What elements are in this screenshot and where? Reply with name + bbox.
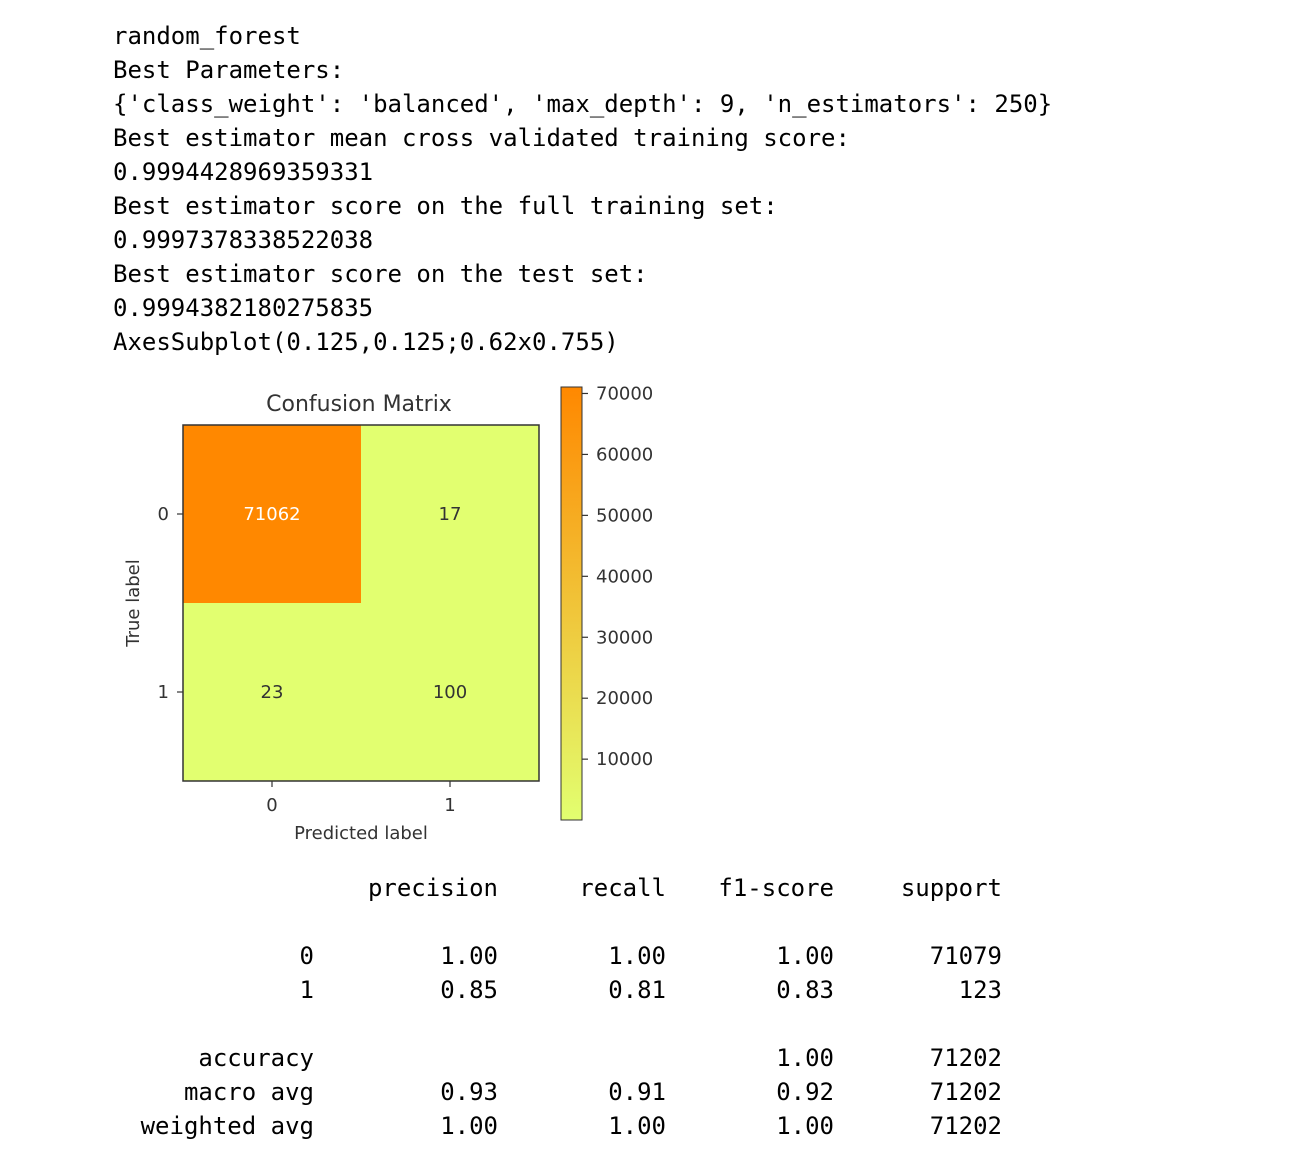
header-support: support — [900, 874, 1002, 902]
cell-support: 71202 — [929, 1078, 1002, 1106]
heatmap-cell-0-0 — [183, 425, 361, 603]
best-parameters-heading: Best Parameters: — [113, 56, 345, 84]
row-label: macro avg — [183, 1078, 314, 1106]
cell-precision: 1.00 — [440, 942, 498, 970]
y-axis-ticks: 01 — [158, 504, 183, 703]
cell-recall: 1.00 — [608, 1112, 666, 1140]
heatmap-cells — [183, 425, 539, 781]
colorbar-tick-label-6: 70000 — [596, 383, 653, 404]
test-score-value: 0.9994382180275835 — [113, 294, 374, 322]
cell-precision: 0.93 — [440, 1078, 498, 1106]
cell-support: 71202 — [929, 1044, 1002, 1072]
cell-value-label-0-1: 17 — [439, 504, 462, 525]
colorbar-tick-label-1: 20000 — [596, 688, 653, 709]
model-name-line: random_forest — [113, 22, 301, 50]
train-score-value: 0.9997378338522038 — [113, 226, 374, 254]
y-axis-label: True label — [123, 559, 144, 648]
colorbar-tick-label-4: 50000 — [596, 505, 653, 526]
cell-f1-score: 1.00 — [776, 1044, 834, 1072]
plot-frame — [182, 424, 540, 782]
colorbar-tick-label-5: 60000 — [596, 444, 653, 465]
cell-precision — [347, 1041, 498, 1075]
cell-precision: 1.00 — [440, 1112, 498, 1140]
y-tick-label-1: 1 — [158, 682, 169, 703]
cell-recall: 1.00 — [608, 942, 666, 970]
cell-precision: 0.85 — [440, 976, 498, 1004]
cell-value-label-1-1: 100 — [433, 682, 467, 703]
row-label: weighted avg — [140, 1112, 314, 1140]
cell-support: 123 — [958, 976, 1002, 1004]
cell-recall: 0.81 — [608, 976, 666, 1004]
x-tick-label-0: 0 — [266, 795, 277, 816]
colorbar-tick-label-0: 10000 — [596, 749, 653, 770]
row-label: accuracy — [198, 1044, 314, 1072]
cell-value-label-0-0: 71062 — [243, 504, 300, 525]
heatmap-cell-1-0 — [183, 603, 361, 781]
cell-recall — [515, 1041, 666, 1075]
train-score-heading: Best estimator score on the full trainin… — [113, 192, 778, 220]
header-precision: precision — [367, 874, 498, 902]
colorbar-ticks: 10000 20000 30000 40000 50000 60000 70000 — [582, 383, 653, 770]
cell-labels: 71062 17 23 100 — [243, 504, 467, 703]
y-tick-label-0: 0 — [158, 504, 169, 525]
colorbar — [560, 386, 583, 821]
cell-value-label-1-0: 23 — [261, 682, 284, 703]
cv-score-heading: Best estimator mean cross validated trai… — [113, 124, 850, 152]
row-label: 1 — [299, 976, 314, 1004]
colorbar-tick-label-3: 40000 — [596, 566, 653, 587]
row-label: 0 — [299, 942, 314, 970]
test-score-heading: Best estimator score on the test set: — [113, 260, 648, 288]
axes-subplot-repr: AxesSubplot(0.125,0.125;0.62x0.755) — [113, 328, 619, 356]
header-f1-score: f1-score — [718, 874, 834, 902]
best-parameters-value: {'class_weight': 'balanced', 'max_depth'… — [113, 90, 1053, 118]
cell-f1-score: 1.00 — [776, 1112, 834, 1140]
cell-support: 71079 — [929, 942, 1002, 970]
cell-f1-score: 0.83 — [776, 976, 834, 1004]
cv-score-value: 0.9994428969359331 — [113, 158, 374, 186]
x-axis-label: Predicted label — [294, 823, 428, 844]
cell-support: 71202 — [929, 1112, 1002, 1140]
heatmap-cell-0-1 — [361, 425, 539, 603]
header-recall: recall — [579, 874, 666, 902]
chart-title: Confusion Matrix — [266, 392, 452, 417]
heatmap-cell-1-1 — [361, 603, 539, 781]
cell-f1-score: 0.92 — [776, 1078, 834, 1106]
cell-f1-score: 1.00 — [776, 942, 834, 970]
colorbar-tick-label-2: 30000 — [596, 627, 653, 648]
x-tick-label-1: 1 — [444, 795, 455, 816]
cell-recall: 0.91 — [608, 1078, 666, 1106]
